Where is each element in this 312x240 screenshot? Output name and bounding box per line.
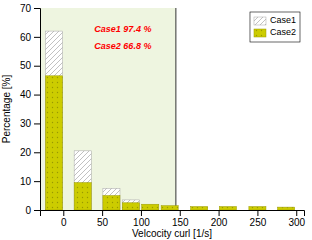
bar <box>249 207 266 210</box>
annotation: Case2 66.8 % <box>94 41 151 51</box>
tick: 250 <box>250 210 267 228</box>
tick-label: 50 <box>97 217 109 228</box>
bar <box>103 188 120 210</box>
shade-span <box>40 8 176 210</box>
bar-series <box>45 76 294 210</box>
tick: 60 <box>20 32 40 43</box>
bar <box>122 200 139 210</box>
tick: 0 <box>61 210 67 228</box>
bar-series <box>45 31 139 210</box>
legend-label: Case1 <box>270 15 296 25</box>
tick: 50 <box>97 210 109 228</box>
y-axis-title: Percentage [%] <box>1 75 12 144</box>
tick-label: 0 <box>61 217 67 228</box>
tick-mark <box>102 210 103 216</box>
tick: 30 <box>20 118 40 129</box>
tick: 200 <box>211 210 228 228</box>
tick-label: 250 <box>250 217 267 228</box>
tick-label: 10 <box>20 176 32 187</box>
y-axis: 0 10 20 30 40 50 60 70 <box>20 3 41 216</box>
tick-mark <box>141 210 142 216</box>
tick: 20 <box>20 147 40 158</box>
bar <box>45 76 62 210</box>
legend-item: Case1 <box>254 15 296 25</box>
tick-label: 150 <box>172 217 189 228</box>
bar <box>161 206 178 210</box>
tick-label: 200 <box>211 217 228 228</box>
x-axis-title: Velcocity curl [1/s] <box>132 228 212 239</box>
tick: 300 <box>288 210 305 228</box>
legend: Case1 Case2 <box>250 12 300 42</box>
annotation: Case1 97.4 % <box>94 24 151 34</box>
tick: 40 <box>20 89 40 100</box>
tick: 10 <box>20 176 40 187</box>
tick: 50 <box>20 60 40 71</box>
axis-line <box>34 9 41 211</box>
tick-mark <box>34 8 40 9</box>
tick-mark <box>34 123 40 124</box>
tick-label: 70 <box>20 3 32 14</box>
tick-mark <box>34 181 40 182</box>
legend-swatch <box>254 29 266 37</box>
tick-mark <box>34 152 40 153</box>
bar <box>45 31 62 210</box>
tick-label: 40 <box>20 89 32 100</box>
tick-label: 30 <box>20 118 32 129</box>
tick-mark <box>34 210 40 211</box>
tick-label: 60 <box>20 32 32 43</box>
tick: 70 <box>20 3 40 14</box>
tick-mark <box>180 210 181 216</box>
legend-item: Case2 <box>254 27 296 37</box>
tick-label: 300 <box>288 217 305 228</box>
tick-mark <box>257 210 258 216</box>
legend-swatch <box>254 17 266 25</box>
tick-mark <box>219 210 220 216</box>
vertical-line <box>175 8 176 210</box>
bar <box>74 183 91 210</box>
bar <box>103 196 120 210</box>
tick-mark <box>34 66 40 67</box>
tick-mark <box>63 210 64 216</box>
tick-mark <box>34 37 40 38</box>
tick-label: 50 <box>20 60 32 71</box>
tick: 150 <box>172 210 189 228</box>
bar <box>219 207 236 210</box>
bar <box>191 207 208 210</box>
tick-mark <box>296 210 297 216</box>
tick-mark <box>34 95 40 96</box>
tick: 100 <box>133 210 150 228</box>
legend-box <box>250 12 300 42</box>
tick-label: 100 <box>133 217 150 228</box>
tick-label: 0 <box>25 205 31 216</box>
chart-svg: 0 50 100 150 200 250 300 0 10 20 30 40 50 60 70 Velcoci… <box>0 0 312 240</box>
x-axis: 0 50 100 150 200 250 300 <box>41 210 306 228</box>
tick: 0 <box>25 205 40 216</box>
axis-line <box>41 211 305 217</box>
tick-label: 20 <box>20 147 32 158</box>
bar <box>142 204 159 210</box>
bar <box>122 203 139 210</box>
legend-label: Case2 <box>270 27 296 37</box>
bar <box>278 207 295 210</box>
bar <box>74 151 91 210</box>
